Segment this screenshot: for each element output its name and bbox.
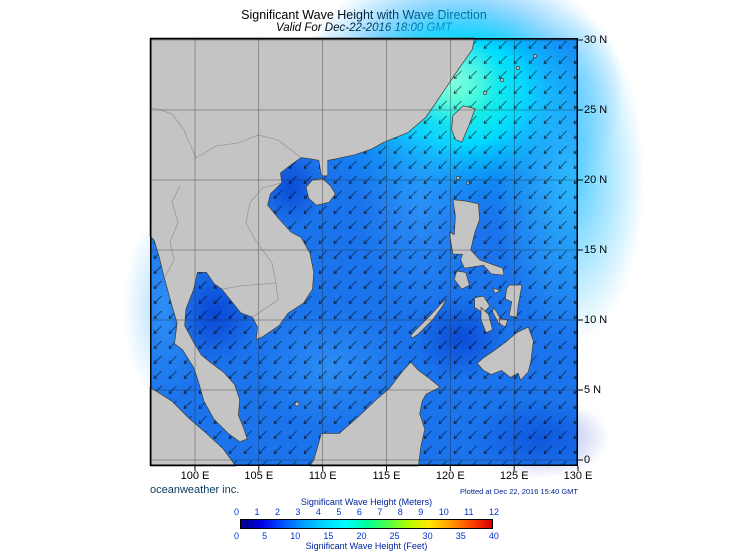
land-borneo — [309, 361, 441, 467]
island-ryukyu-dot — [483, 91, 487, 95]
meters-tick: 12 — [488, 507, 499, 517]
grid-lines — [150, 38, 578, 466]
island-leyte-samar — [504, 284, 523, 318]
colorbar-meters-ticks: 0 1 2 3 4 5 6 7 8 9 10 11 12 — [234, 507, 499, 517]
meters-tick: 3 — [295, 507, 301, 517]
island-mindoro — [453, 270, 470, 290]
plotted-timestamp: Plotted at Dec 22, 2016 15:40 GMT — [460, 487, 578, 496]
island-taiwan — [451, 105, 476, 143]
lon-label-105e: 105 E — [244, 470, 274, 482]
island-bohol — [498, 318, 509, 328]
island-ryukyu-dot — [500, 78, 504, 82]
meters-tick: 2 — [274, 507, 280, 517]
feet-tick: 5 — [262, 531, 268, 541]
meters-tick: 8 — [397, 507, 403, 517]
lon-label-100e: 100 E — [180, 470, 210, 482]
feet-tick: 20 — [356, 531, 367, 541]
colorbar-meters-title: Significant Wave Height (Meters) — [300, 497, 433, 507]
feet-tick: 0 — [234, 531, 240, 541]
island-masbate — [492, 287, 501, 294]
meters-tick: 4 — [315, 507, 321, 517]
island-ryukyu-dot — [516, 66, 520, 70]
feet-tick: 40 — [488, 531, 499, 541]
lon-label-110e: 110 E — [308, 470, 337, 482]
lat-label-10n: 10 N — [584, 314, 608, 326]
island-babuyan-dot — [466, 181, 470, 185]
meters-tick: 10 — [438, 507, 449, 517]
lat-label-30n: 30 N — [584, 34, 608, 46]
island-panay — [474, 295, 491, 314]
island-mindanao — [476, 326, 534, 381]
colorbar-gradient — [240, 519, 493, 529]
island-babuyan-dot — [456, 176, 460, 180]
lat-label-5n: 5 N — [584, 384, 602, 396]
meters-tick: 1 — [254, 507, 260, 517]
land-masses — [149, 37, 537, 467]
feet-tick: 30 — [422, 531, 433, 541]
lon-label-120e: 120 E — [435, 470, 465, 482]
island-hainan — [305, 178, 336, 206]
lat-label-0: 0 — [584, 454, 591, 466]
feet-tick: 10 — [290, 531, 301, 541]
meters-tick: 11 — [464, 507, 474, 517]
feet-tick: 25 — [389, 531, 400, 541]
meters-tick: 7 — [377, 507, 383, 517]
colorbar-feet-title: Significant Wave Height (Feet) — [305, 541, 428, 551]
oceanweather-credit: oceanweather inc. — [150, 484, 240, 496]
meters-tick: 5 — [336, 507, 342, 517]
lon-label-125e: 125 E — [499, 470, 529, 482]
island-ryukyu-dot — [533, 54, 537, 58]
lon-label-115e: 115 E — [372, 470, 401, 482]
country-borders — [149, 107, 302, 318]
lat-label-15n: 15 N — [584, 244, 608, 256]
feet-tick: 35 — [455, 531, 466, 541]
meters-tick: 0 — [234, 507, 240, 517]
meters-tick: 6 — [356, 507, 362, 517]
map-frame — [150, 38, 578, 466]
colorbar-feet-ticks: 0 5 10 15 20 25 30 35 40 — [234, 531, 499, 541]
feet-tick: 15 — [323, 531, 334, 541]
island-natuna-dot — [294, 401, 300, 407]
lon-label-130e: 130 E — [563, 470, 593, 482]
land-china-indochina — [149, 37, 475, 443]
meters-tick: 9 — [418, 507, 424, 517]
axis-ticks — [194, 39, 583, 471]
lat-label-25n: 25 N — [584, 104, 608, 116]
lat-label-20n: 20 N — [584, 174, 608, 186]
island-palawan — [410, 298, 447, 339]
map-canvas — [123, 0, 645, 478]
